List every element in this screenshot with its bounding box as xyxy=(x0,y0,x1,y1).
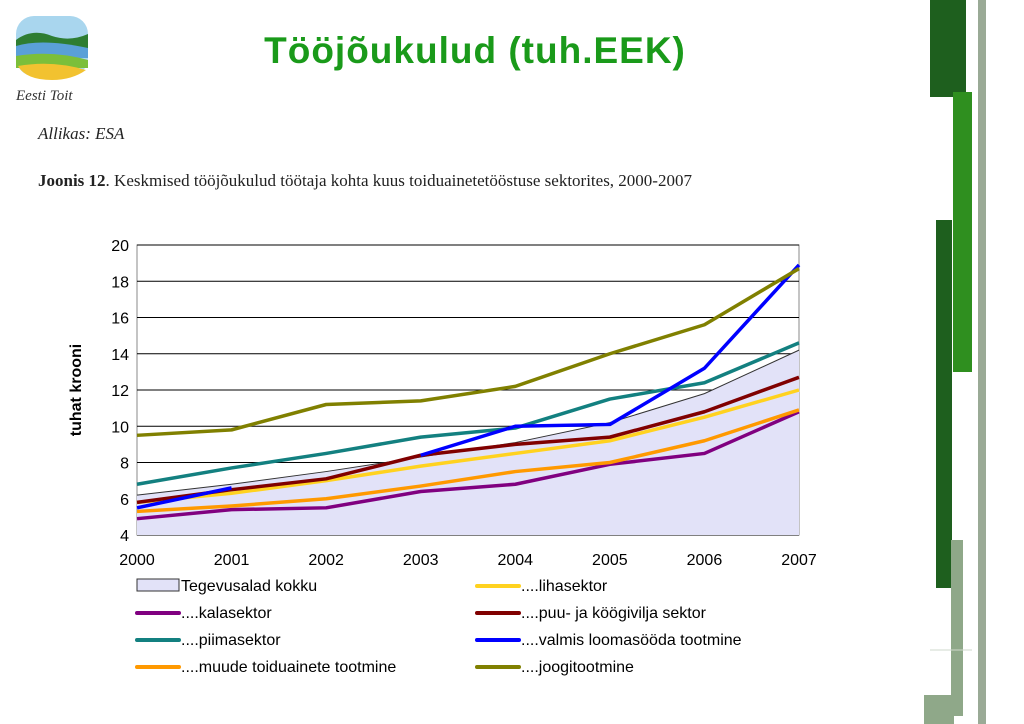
eesti-toit-logo: Eesti Toit xyxy=(15,16,88,104)
legend-label: ....piimasektor xyxy=(181,632,281,649)
series-area-0 xyxy=(137,350,799,535)
series-line-5 xyxy=(136,263,801,510)
x-tick-label: 2002 xyxy=(308,552,344,569)
y-tick-label: 14 xyxy=(111,347,129,364)
x-tick-label: 2000 xyxy=(119,552,155,569)
y-axis-label: tuhat krooni xyxy=(68,344,85,436)
x-tick-label: 2004 xyxy=(497,552,533,569)
legend-label: Tegevusalad kokku xyxy=(181,578,317,595)
legend-label: ....joogitootmine xyxy=(521,659,634,676)
x-tick-label: 2001 xyxy=(214,552,250,569)
series-line-4 xyxy=(136,341,800,486)
series-line-7 xyxy=(136,267,800,438)
x-tick-label: 2006 xyxy=(687,552,723,569)
y-tick-label: 18 xyxy=(111,274,129,291)
logo-text: Eesti Toit xyxy=(15,88,73,104)
x-tick-label: 2005 xyxy=(592,552,628,569)
legend-label: ....puu- ja köögivilja sektor xyxy=(521,605,707,622)
slide-title: Tööjõukulud (tuh.EEK) xyxy=(264,30,686,71)
legend-label: ....lihasektor xyxy=(521,578,608,595)
source-note: Allikas: ESA xyxy=(38,124,125,143)
figure-caption: Joonis 12. Keskmised tööjõukulud töötaja… xyxy=(38,168,928,194)
y-tick-label: 4 xyxy=(120,528,129,545)
y-tick-label: 10 xyxy=(111,419,129,436)
x-tick-label: 2003 xyxy=(403,552,439,569)
y-tick-label: 20 xyxy=(111,238,129,255)
series-line-2 xyxy=(136,410,800,521)
series-line-6 xyxy=(136,408,800,514)
y-tick-label: 6 xyxy=(120,492,129,509)
legend-swatch xyxy=(136,578,180,592)
series-line-3 xyxy=(136,375,800,505)
series-line-1 xyxy=(136,388,800,505)
y-tick-label: 12 xyxy=(111,383,129,400)
legend-label: ....muude toiduainete tootmine xyxy=(181,659,396,676)
caption-label: Joonis 12 xyxy=(38,171,106,190)
y-tick-label: 8 xyxy=(120,456,129,473)
legend-label: ....kalasektor xyxy=(181,605,272,622)
legend-label: ....valmis loomasööda tootmine xyxy=(521,632,742,649)
x-tick-label: 2007 xyxy=(781,552,817,569)
caption-text: . Keskmised tööjõukulud töötaja kohta ku… xyxy=(105,171,692,190)
y-tick-label: 16 xyxy=(111,311,129,328)
